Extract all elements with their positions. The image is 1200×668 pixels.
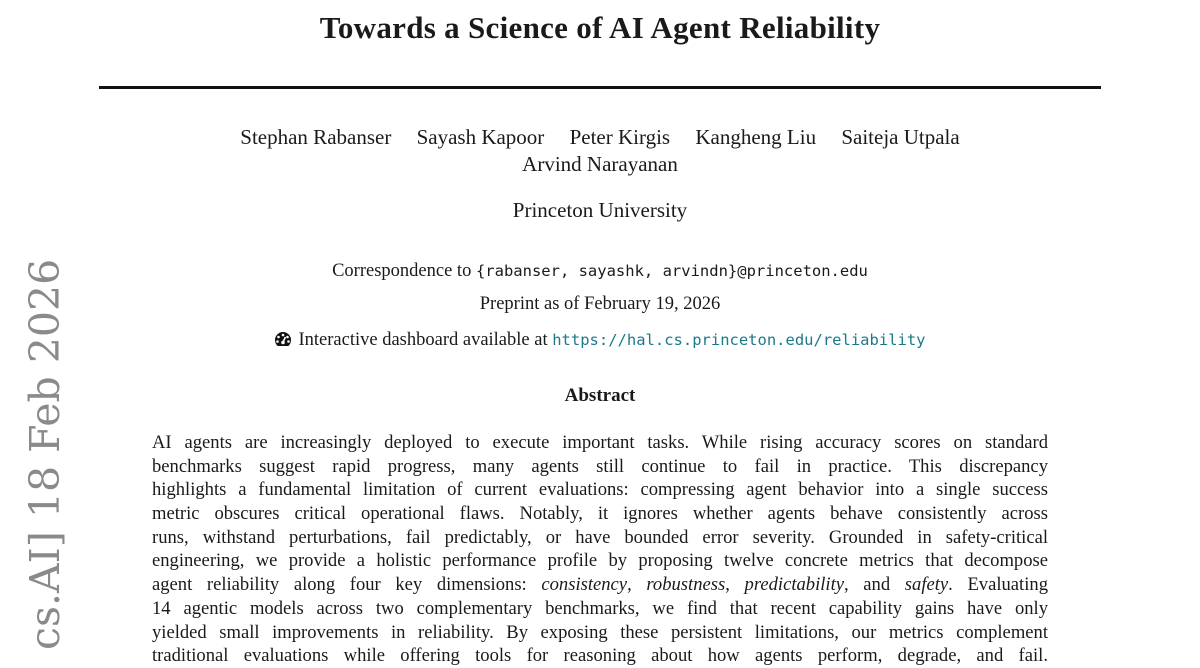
dimension-robustness: robustness bbox=[646, 574, 726, 596]
author: Sayash Kapoor bbox=[416, 125, 545, 149]
dashboard-link[interactable]: https://hal.cs.princeton.edu/reliability bbox=[552, 331, 926, 349]
author: Stephan Rabanser bbox=[240, 125, 392, 149]
abstract-line: runs, withstand perturbations, fail pred… bbox=[152, 526, 1048, 548]
author: Kangheng Liu bbox=[695, 125, 817, 149]
author: Saiteja Utpala bbox=[841, 125, 960, 149]
authors-line-2: Arvind Narayanan bbox=[0, 152, 1200, 177]
abstract-line: yielded small improvements in reliabilit… bbox=[152, 621, 1048, 643]
arxiv-stamp: cs.AI] 18 Feb 2026 bbox=[21, 258, 69, 650]
author: Arvind Narayanan bbox=[522, 152, 678, 176]
correspondence: Correspondence to {rabanser, sayashk, ar… bbox=[332, 261, 868, 281]
paper-title: Towards a Science of AI Agent Reliabilit… bbox=[319, 10, 881, 45]
abstract-line: engineering, we provide a holistic perfo… bbox=[152, 550, 1048, 572]
abstract-line: AI agents are increasingly deployed to e… bbox=[152, 432, 1048, 453]
title-rule bbox=[99, 86, 1101, 89]
abstract-heading: Abstract bbox=[564, 385, 636, 406]
gauge-icon bbox=[275, 332, 292, 346]
abstract-line: 14 agentic models across two complementa… bbox=[152, 597, 1048, 619]
dimension-predictability: predictability bbox=[744, 574, 845, 596]
abstract-line: highlights a fundamental limitation of c… bbox=[152, 479, 1048, 501]
preprint-date: Preprint as of February 19, 2026 bbox=[479, 294, 721, 314]
correspondence-emails[interactable]: {rabanser, sayashk, arvindn}@princeton.e… bbox=[475, 262, 868, 280]
dimension-consistency: consistency bbox=[541, 574, 628, 596]
abstract-line: benchmarks suggest rapid progress, many … bbox=[152, 455, 1048, 477]
authors-line-1: Stephan Rabanser Sayash Kapoor Peter Kir… bbox=[0, 125, 1200, 150]
dashboard-line: Interactive dashboard available at https… bbox=[0, 330, 1200, 351]
dimension-safety: safety bbox=[904, 574, 949, 596]
affiliation: Princeton University bbox=[512, 198, 688, 222]
author: Peter Kirgis bbox=[569, 125, 671, 149]
abstract-body: AI agents are increasingly deployed to e… bbox=[152, 431, 1048, 668]
abstract-line: agent reliability along four key dimensi… bbox=[152, 574, 1048, 596]
abstract-line: metric obscures critical operational fla… bbox=[152, 503, 1048, 525]
